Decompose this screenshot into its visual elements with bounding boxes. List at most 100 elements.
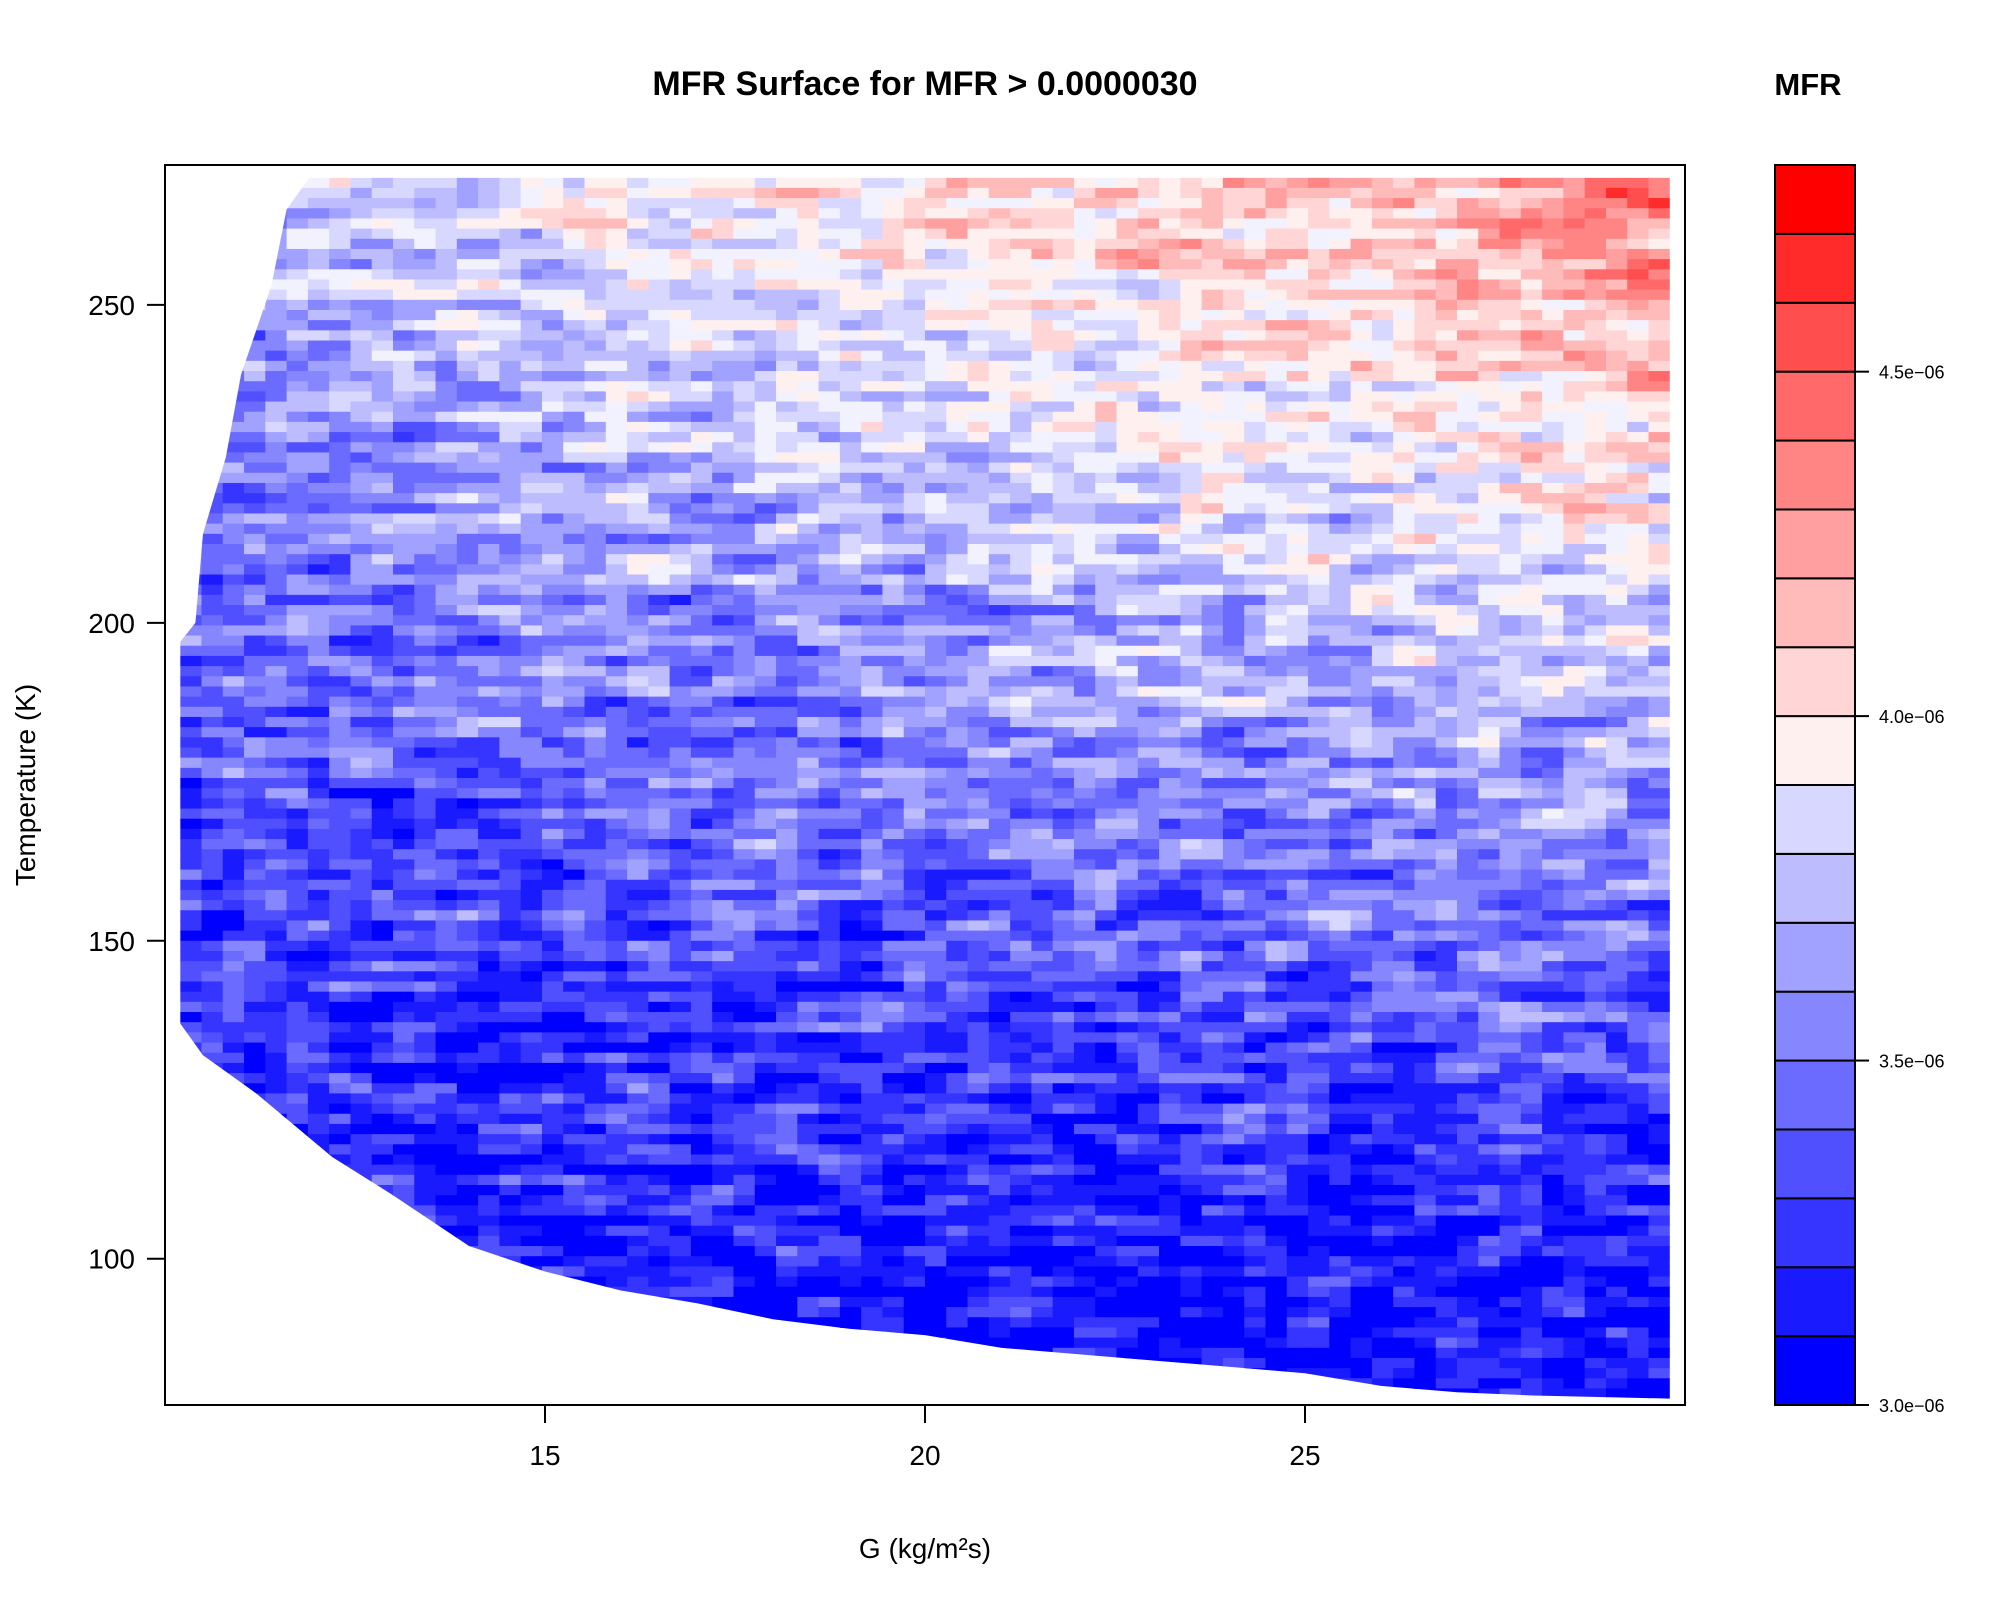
heatmap-cell bbox=[861, 1266, 884, 1278]
heatmap-cell bbox=[1031, 279, 1054, 291]
heatmap-cell bbox=[861, 1123, 884, 1135]
heatmap-cell bbox=[712, 177, 735, 189]
heatmap-cell bbox=[712, 971, 735, 983]
heatmap-cell bbox=[201, 411, 224, 423]
heatmap-cell bbox=[201, 1083, 224, 1095]
heatmap-cell bbox=[222, 248, 245, 260]
heatmap-cell bbox=[414, 1022, 437, 1033]
heatmap-cell bbox=[584, 889, 607, 901]
heatmap-cell bbox=[882, 543, 905, 555]
heatmap-cell bbox=[456, 889, 479, 901]
heatmap-cell bbox=[584, 839, 607, 850]
heatmap-cell bbox=[882, 737, 905, 749]
heatmap-cell bbox=[286, 1154, 309, 1166]
heatmap-cell bbox=[371, 259, 394, 270]
heatmap-cell bbox=[1010, 584, 1032, 596]
heatmap-cell bbox=[393, 350, 415, 362]
heatmap-cell bbox=[541, 198, 564, 209]
heatmap-cell bbox=[882, 350, 905, 362]
heatmap-cell bbox=[329, 1307, 352, 1318]
heatmap-cell bbox=[903, 991, 926, 1003]
heatmap-cell bbox=[456, 798, 479, 810]
heatmap-cell bbox=[478, 360, 500, 372]
heatmap-cell bbox=[180, 411, 203, 423]
heatmap-cell bbox=[201, 716, 224, 728]
heatmap-cell bbox=[520, 564, 543, 576]
heatmap-cell bbox=[478, 686, 500, 698]
heatmap-cell bbox=[925, 1368, 947, 1379]
heatmap-cell bbox=[435, 391, 458, 403]
heatmap-cell bbox=[818, 391, 841, 403]
heatmap-cell bbox=[265, 1317, 288, 1329]
heatmap-cell bbox=[307, 208, 330, 220]
heatmap-cell bbox=[946, 1113, 969, 1125]
heatmap-cell bbox=[839, 432, 862, 443]
heatmap-cell bbox=[988, 411, 1011, 423]
heatmap-cell bbox=[754, 564, 777, 576]
heatmap-cell bbox=[839, 269, 862, 281]
heatmap-cell bbox=[286, 533, 309, 545]
heatmap-cell bbox=[690, 584, 713, 596]
heatmap-cell bbox=[988, 462, 1011, 474]
heatmap-cell bbox=[690, 289, 713, 301]
heatmap-cell bbox=[286, 778, 309, 789]
heatmap-cell bbox=[712, 208, 735, 220]
heatmap-cell bbox=[1010, 381, 1032, 392]
heatmap-cell bbox=[861, 930, 884, 942]
heatmap-cell bbox=[307, 1164, 330, 1176]
heatmap-cell bbox=[797, 1174, 820, 1186]
heatmap-cell bbox=[414, 289, 437, 301]
heatmap-cell bbox=[648, 757, 671, 769]
heatmap-cell bbox=[797, 503, 820, 515]
heatmap-cell bbox=[776, 778, 798, 789]
heatmap-cell bbox=[861, 1062, 884, 1074]
heatmap-cell bbox=[690, 1154, 713, 1166]
heatmap-cell bbox=[903, 869, 926, 881]
heatmap-cell bbox=[1031, 920, 1054, 932]
heatmap-cell bbox=[201, 330, 224, 342]
heatmap-cell bbox=[265, 432, 288, 443]
heatmap-cell bbox=[776, 1347, 798, 1359]
heatmap-cell bbox=[776, 289, 798, 301]
heatmap-cell bbox=[776, 900, 798, 911]
heatmap-cell bbox=[329, 635, 352, 647]
heatmap-cell bbox=[605, 757, 628, 769]
heatmap-cell bbox=[265, 1113, 288, 1125]
heatmap-cell bbox=[350, 1042, 373, 1054]
heatmap-cell bbox=[584, 228, 607, 240]
heatmap-cell bbox=[925, 289, 947, 301]
heatmap-cell bbox=[393, 757, 415, 769]
heatmap-cell bbox=[541, 1286, 564, 1298]
heatmap-cell bbox=[584, 452, 607, 464]
heatmap-cell bbox=[988, 910, 1011, 922]
heatmap-cell bbox=[690, 320, 713, 331]
heatmap-cell bbox=[371, 1307, 394, 1318]
heatmap-cell bbox=[648, 981, 671, 993]
heatmap-cell bbox=[776, 727, 798, 738]
heatmap-cell bbox=[329, 1164, 352, 1176]
heatmap-cell bbox=[1031, 625, 1054, 637]
heatmap-cell bbox=[350, 1215, 373, 1227]
heatmap-cell bbox=[265, 472, 288, 484]
heatmap-cell bbox=[435, 1347, 458, 1359]
heatmap-cell bbox=[797, 543, 820, 555]
heatmap-cell bbox=[1031, 706, 1054, 718]
heatmap-cell bbox=[669, 696, 692, 708]
heatmap-cell bbox=[946, 889, 969, 901]
heatmap-cell bbox=[627, 910, 649, 922]
heatmap-cell bbox=[797, 747, 820, 759]
heatmap-cell bbox=[903, 727, 926, 738]
heatmap-cell bbox=[307, 1378, 330, 1390]
heatmap-cell bbox=[754, 1256, 777, 1267]
heatmap-cell bbox=[286, 788, 309, 799]
heatmap-cell bbox=[946, 645, 969, 657]
heatmap-cell bbox=[222, 645, 245, 657]
heatmap-cell bbox=[1010, 1001, 1032, 1013]
heatmap-cell bbox=[839, 869, 862, 881]
heatmap-cell bbox=[541, 950, 564, 962]
heatmap-cell bbox=[988, 452, 1011, 464]
heatmap-cell bbox=[371, 503, 394, 515]
heatmap-cell bbox=[329, 1042, 352, 1054]
heatmap-cell bbox=[1052, 849, 1075, 860]
heatmap-cell bbox=[499, 187, 522, 199]
